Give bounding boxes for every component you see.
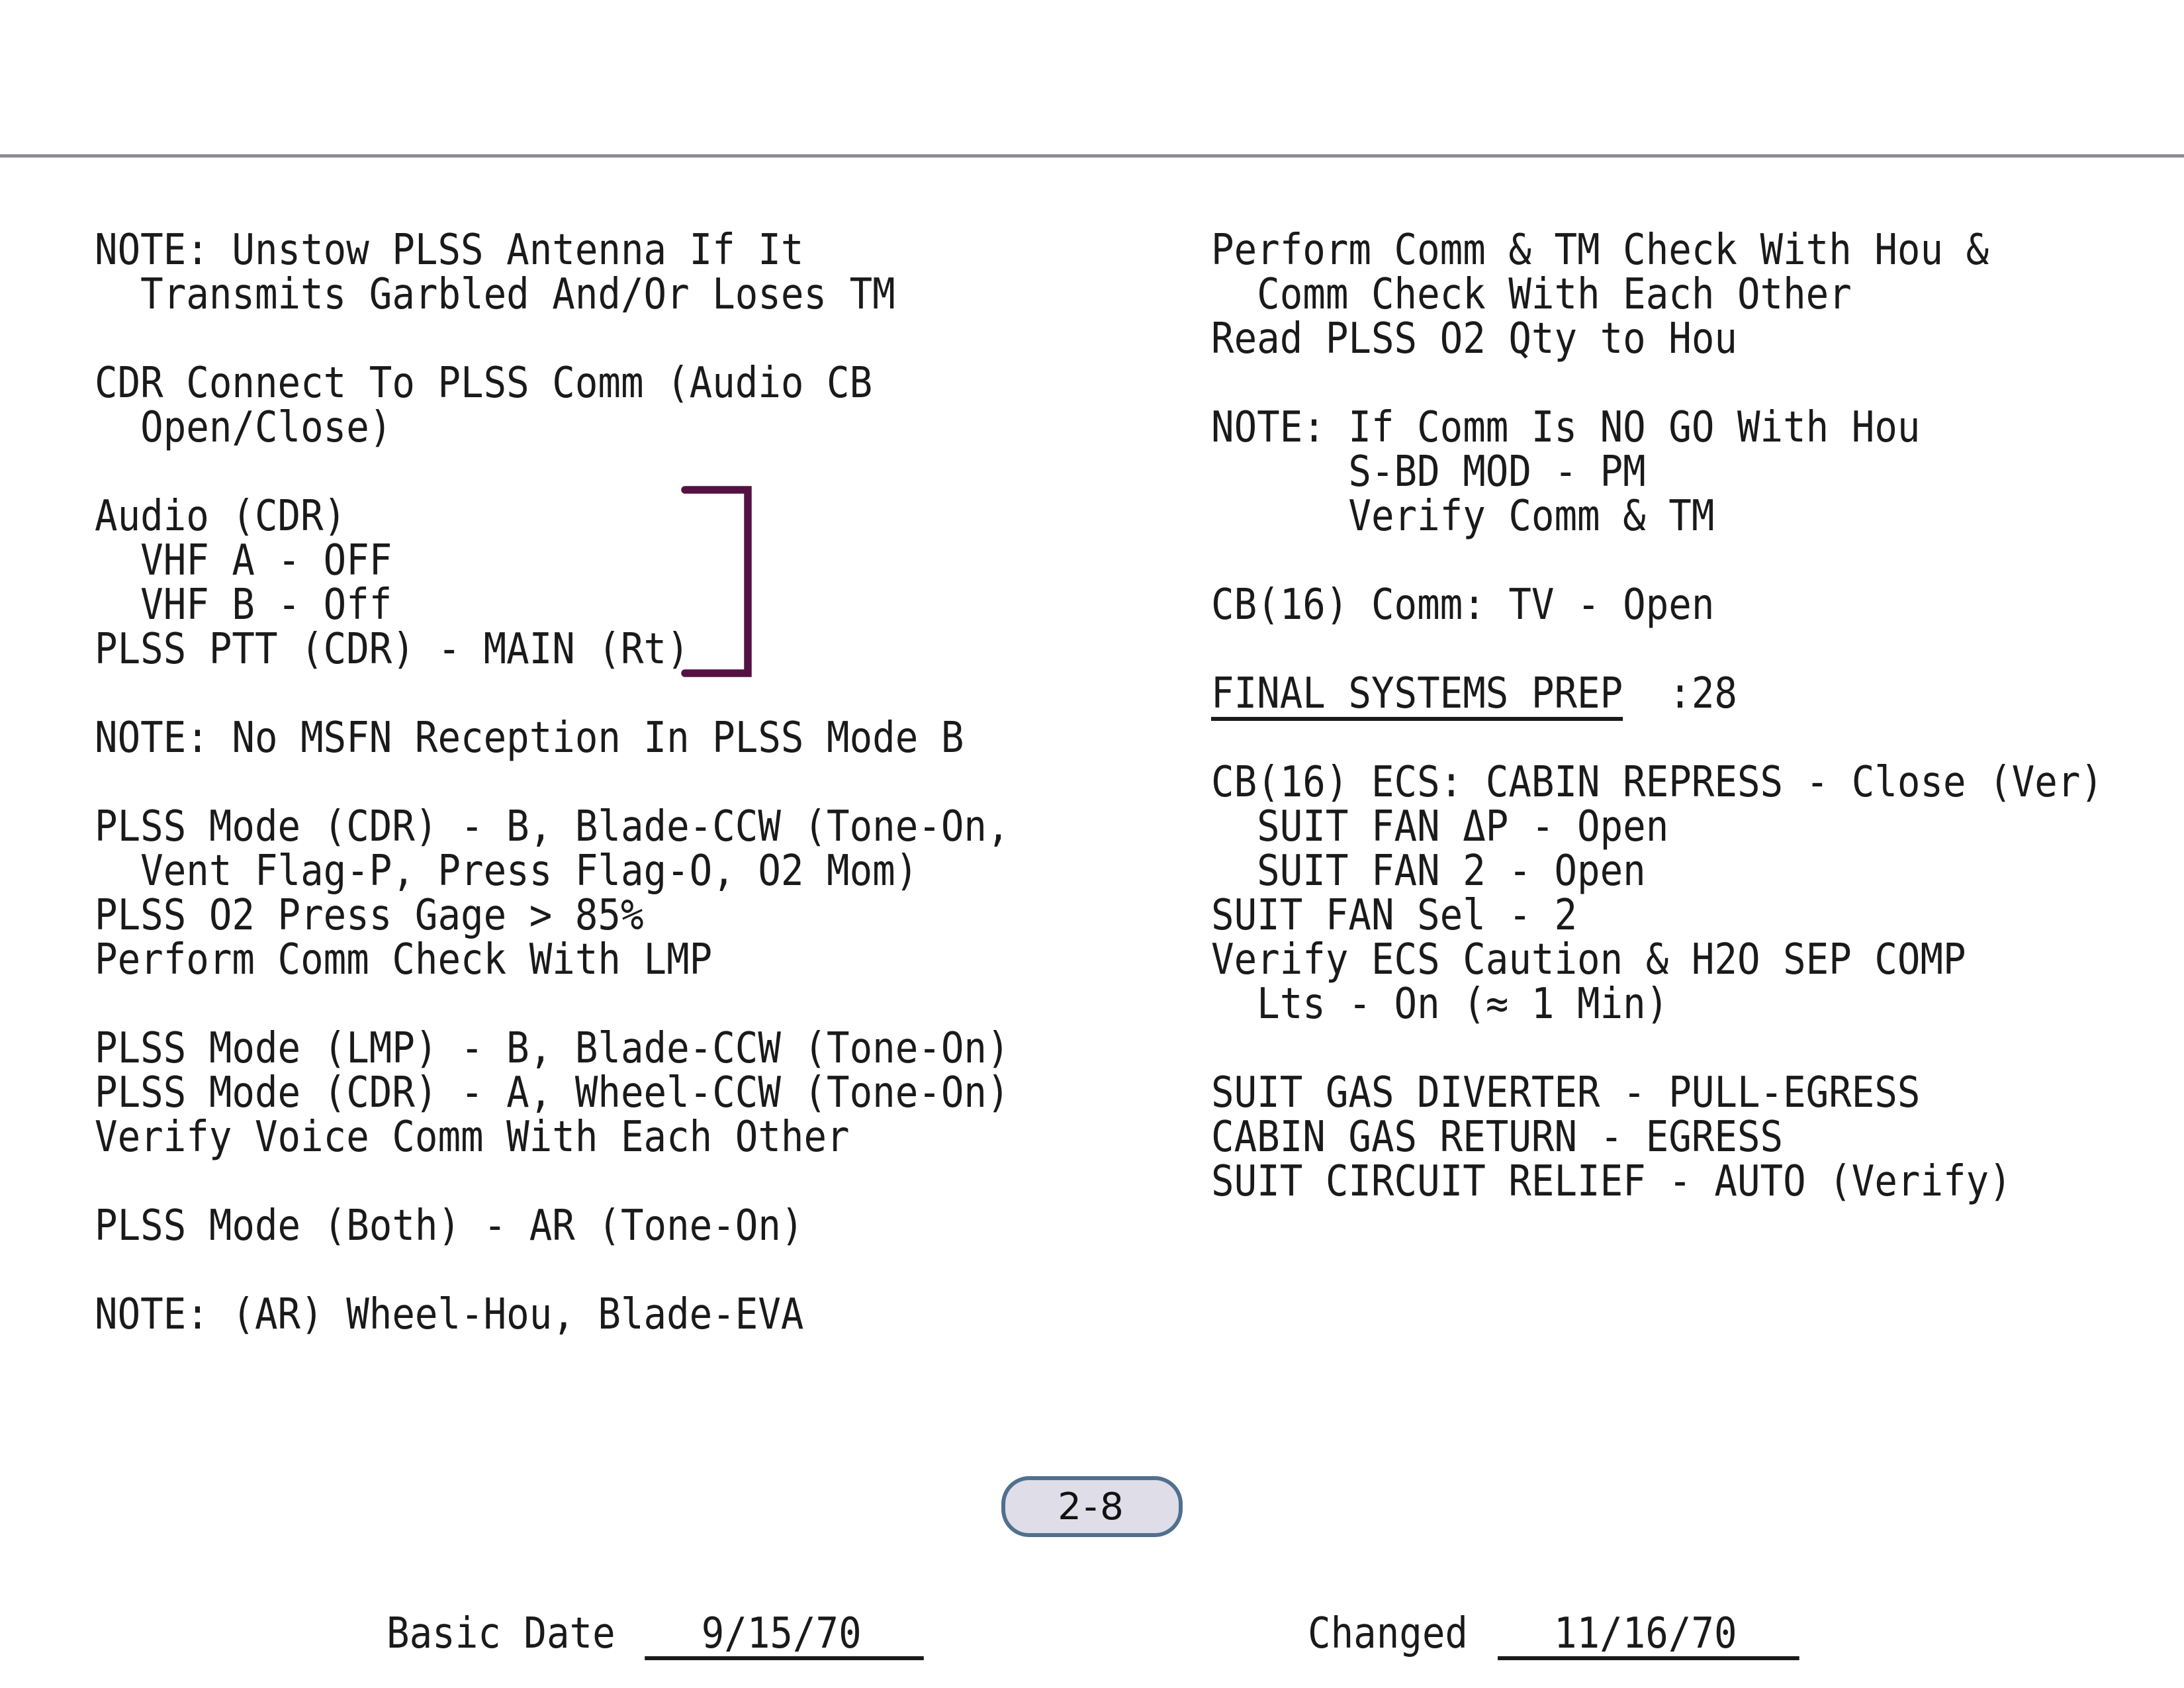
text-line xyxy=(95,1160,1010,1204)
grouping-bracket-icon xyxy=(681,486,752,677)
text-line xyxy=(95,1248,1010,1293)
text-line xyxy=(1211,361,2103,406)
text-segment: Verify ECS Caution & H2O SEP COMP xyxy=(1211,935,1966,984)
text-segment: Verify Voice Comm With Each Other xyxy=(95,1113,850,1162)
text-line: Vent Flag-P, Press Flag-O, O2 Mom) xyxy=(95,849,1010,894)
top-rule xyxy=(0,154,2184,158)
text-segment: VHF B - Off xyxy=(95,581,392,630)
text-segment: NOTE: Unstow PLSS Antenna If It xyxy=(95,226,804,275)
left-column: NOTE: Unstow PLSS Antenna If It Transmit… xyxy=(95,228,1010,1337)
text-segment: SUIT FAN 2 - Open xyxy=(1211,847,1646,896)
text-segment: CABIN GAS RETURN - EGRESS xyxy=(1211,1113,1784,1162)
text-segment: Vent Flag-P, Press Flag-O, O2 Mom) xyxy=(95,847,919,896)
text-segment: Lts - On (≈ 1 Min) xyxy=(1211,980,1669,1029)
text-line xyxy=(95,672,1010,716)
text-line: Read PLSS O2 Qty to Hou xyxy=(1211,317,2103,361)
text-line: Comm Check With Each Other xyxy=(1211,273,2103,317)
text-segment: PLSS O2 Press Gage > 85% xyxy=(95,891,644,940)
text-line xyxy=(1211,716,2103,761)
text-line: SUIT FAN 2 - Open xyxy=(1211,849,2103,894)
underlined-text: FINAL SYSTEMS PREP xyxy=(1211,669,1623,718)
text-line: NOTE: No MSFN Reception In PLSS Mode B xyxy=(95,716,1010,761)
right-column: Perform Comm & TM Check With Hou & Comm … xyxy=(1211,228,2103,1204)
text-segment: SUIT FAN ΔP - Open xyxy=(1211,802,1669,851)
text-line xyxy=(95,317,1010,361)
text-segment: Perform Comm & TM Check With Hou & xyxy=(1211,226,1989,275)
text-line xyxy=(95,450,1010,494)
changed-field: Changed 11/16/70 xyxy=(1308,1612,1799,1660)
basic-date-value: 9/15/70 xyxy=(645,1612,924,1660)
text-line: SUIT CIRCUIT RELIEF - AUTO (Verify) xyxy=(1211,1160,2103,1204)
text-line xyxy=(95,982,1010,1027)
text-segment: PLSS PTT (CDR) - MAIN (Rt) xyxy=(95,625,690,674)
text-line: S-BD MOD - PM xyxy=(1211,450,2103,494)
text-line: NOTE: Unstow PLSS Antenna If It xyxy=(95,228,1010,273)
bracket-path xyxy=(681,486,752,677)
text-line: Perform Comm Check With LMP xyxy=(95,938,1010,982)
text-line: SUIT GAS DIVERTER - PULL-EGRESS xyxy=(1211,1071,2103,1115)
text-segment: Open/Close) xyxy=(95,403,392,452)
text-line: FINAL SYSTEMS PREP :28 xyxy=(1211,672,2103,716)
text-line: PLSS Mode (CDR) - A, Wheel-CCW (Tone-On) xyxy=(95,1071,1010,1115)
text-segment: NOTE: If Comm Is NO GO With Hou xyxy=(1211,403,1921,452)
text-segment: CDR Connect To PLSS Comm (Audio CB xyxy=(95,359,873,408)
text-segment: PLSS Mode (Both) - AR (Tone-On) xyxy=(95,1201,804,1250)
text-line xyxy=(95,761,1010,805)
text-segment: PLSS Mode (CDR) - B, Blade-CCW (Tone-On, xyxy=(95,802,1010,851)
text-segment: SUIT CIRCUIT RELIEF - AUTO (Verify) xyxy=(1211,1157,2012,1206)
text-line: Verify Voice Comm With Each Other xyxy=(95,1115,1010,1160)
text-segment: Verify Comm & TM xyxy=(1211,492,1715,541)
page-number-badge: 2-8 xyxy=(1001,1476,1183,1537)
text-segment: Perform Comm Check With LMP xyxy=(95,935,713,984)
text-line: VHF B - Off xyxy=(95,583,1010,628)
text-line: PLSS PTT (CDR) - MAIN (Rt) xyxy=(95,628,1010,672)
text-line: Lts - On (≈ 1 Min) xyxy=(1211,982,2103,1027)
basic-date-field: Basic Date 9/15/70 xyxy=(387,1612,924,1660)
text-line: Verify Comm & TM xyxy=(1211,494,2103,539)
text-segment: CB(16) Comm: TV - Open xyxy=(1211,581,1715,630)
text-segment: Read PLSS O2 Qty to Hou xyxy=(1211,314,1737,363)
text-segment: NOTE: (AR) Wheel-Hou, Blade-EVA xyxy=(95,1290,804,1339)
text-segment: SUIT FAN Sel - 2 xyxy=(1211,891,1578,940)
text-segment: S-BD MOD - PM xyxy=(1211,447,1646,496)
text-line: NOTE: If Comm Is NO GO With Hou xyxy=(1211,406,2103,450)
text-segment: Comm Check With Each Other xyxy=(1211,270,1852,319)
text-line: CDR Connect To PLSS Comm (Audio CB xyxy=(95,361,1010,406)
page-number: 2-8 xyxy=(1058,1485,1126,1528)
text-segment: PLSS Mode (CDR) - A, Wheel-CCW (Tone-On) xyxy=(95,1068,1010,1117)
changed-value: 11/16/70 xyxy=(1497,1612,1799,1660)
text-segment: VHF A - OFF xyxy=(95,536,392,585)
text-line: Verify ECS Caution & H2O SEP COMP xyxy=(1211,938,2103,982)
text-line: PLSS Mode (LMP) - B, Blade-CCW (Tone-On) xyxy=(95,1027,1010,1071)
text-line: PLSS O2 Press Gage > 85% xyxy=(95,894,1010,938)
text-line: CB(16) Comm: TV - Open xyxy=(1211,583,2103,628)
text-line: CB(16) ECS: CABIN REPRESS - Close (Ver) xyxy=(1211,761,2103,805)
text-line: VHF A - OFF xyxy=(95,539,1010,583)
text-line: Transmits Garbled And/Or Loses TM xyxy=(95,273,1010,317)
text-line: Open/Close) xyxy=(95,406,1010,450)
text-segment: Audio (CDR) xyxy=(95,492,347,541)
text-line xyxy=(1211,539,2103,583)
text-segment: :28 xyxy=(1623,669,1737,718)
basic-date-label: Basic Date xyxy=(387,1609,615,1658)
text-line: SUIT FAN Sel - 2 xyxy=(1211,894,2103,938)
text-line xyxy=(1211,1027,2103,1071)
text-line: Audio (CDR) xyxy=(95,494,1010,539)
text-line: SUIT FAN ΔP - Open xyxy=(1211,805,2103,849)
text-segment: Transmits Garbled And/Or Loses TM xyxy=(95,270,895,319)
text-line: PLSS Mode (Both) - AR (Tone-On) xyxy=(95,1204,1010,1248)
text-line: Perform Comm & TM Check With Hou & xyxy=(1211,228,2103,273)
text-segment: NOTE: No MSFN Reception In PLSS Mode B xyxy=(95,714,964,763)
text-line: PLSS Mode (CDR) - B, Blade-CCW (Tone-On, xyxy=(95,805,1010,849)
text-line: CABIN GAS RETURN - EGRESS xyxy=(1211,1115,2103,1160)
changed-label: Changed xyxy=(1308,1609,1468,1658)
text-line xyxy=(1211,628,2103,672)
text-segment: PLSS Mode (LMP) - B, Blade-CCW (Tone-On) xyxy=(95,1024,1010,1073)
text-segment: CB(16) ECS: CABIN REPRESS - Close (Ver) xyxy=(1211,758,2103,807)
text-segment: SUIT GAS DIVERTER - PULL-EGRESS xyxy=(1211,1068,1921,1117)
text-line: NOTE: (AR) Wheel-Hou, Blade-EVA xyxy=(95,1293,1010,1337)
